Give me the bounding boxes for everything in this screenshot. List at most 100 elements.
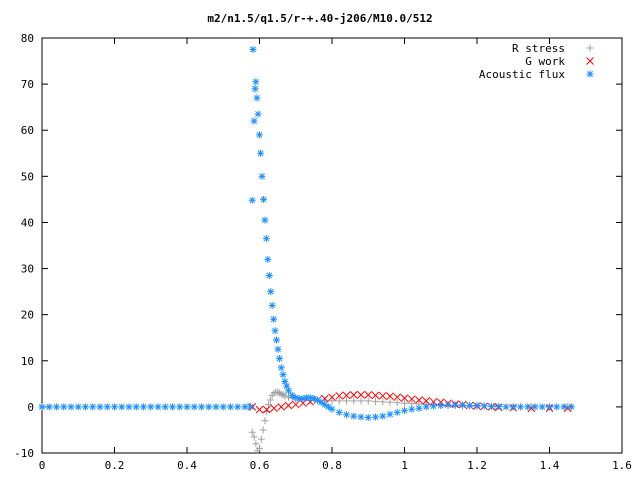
data-point bbox=[437, 402, 445, 410]
data-point bbox=[350, 397, 358, 405]
data-point bbox=[379, 412, 387, 420]
legend-label: G work bbox=[525, 55, 565, 68]
data-point bbox=[161, 403, 169, 411]
legend-label: R stress bbox=[512, 42, 565, 55]
data-point bbox=[274, 388, 282, 396]
data-point bbox=[111, 403, 118, 411]
data-point bbox=[271, 327, 279, 335]
data-point bbox=[45, 403, 53, 411]
data-point bbox=[285, 387, 292, 395]
data-point bbox=[265, 271, 273, 279]
data-point bbox=[386, 392, 394, 401]
data-point bbox=[273, 336, 281, 344]
data-point bbox=[401, 399, 408, 407]
data-point bbox=[306, 394, 314, 402]
data-point bbox=[259, 426, 267, 434]
data-point bbox=[283, 382, 291, 390]
data-point bbox=[254, 110, 262, 118]
data-point bbox=[400, 394, 409, 402]
data-point bbox=[546, 403, 553, 411]
data-point bbox=[517, 403, 524, 411]
data-point bbox=[303, 394, 311, 402]
legend-marker bbox=[586, 44, 594, 52]
data-point bbox=[264, 255, 272, 263]
data-point bbox=[328, 393, 336, 402]
data-point bbox=[567, 403, 575, 411]
data-point bbox=[190, 403, 198, 411]
data-point bbox=[281, 378, 289, 386]
data-point bbox=[257, 149, 265, 157]
data-point bbox=[415, 404, 423, 412]
data-point bbox=[357, 413, 365, 421]
data-point bbox=[372, 397, 379, 405]
data-point bbox=[407, 395, 416, 403]
y-tick-label: 20 bbox=[21, 309, 34, 322]
data-point bbox=[257, 435, 265, 443]
data-point bbox=[408, 405, 416, 413]
data-point bbox=[343, 397, 350, 405]
data-point bbox=[357, 391, 365, 399]
data-point bbox=[277, 390, 285, 398]
legend-label: Acoustic flux bbox=[479, 68, 565, 81]
y-tick-label: -10 bbox=[14, 447, 34, 460]
data-point bbox=[310, 395, 318, 403]
y-tick-label: 30 bbox=[21, 263, 34, 276]
data-point bbox=[267, 288, 275, 296]
data-point bbox=[227, 403, 234, 411]
y-tick-label: 80 bbox=[21, 32, 34, 45]
data-point bbox=[342, 391, 351, 400]
data-point bbox=[118, 403, 126, 411]
data-point bbox=[335, 397, 343, 405]
data-point bbox=[89, 403, 97, 411]
data-point bbox=[268, 301, 276, 309]
data-point bbox=[495, 402, 503, 410]
data-point bbox=[473, 402, 481, 410]
data-point bbox=[241, 403, 249, 411]
data-point bbox=[538, 403, 546, 411]
x-tick-label: 0.6 bbox=[250, 459, 270, 472]
data-point bbox=[279, 371, 287, 379]
data-point bbox=[422, 403, 430, 411]
data-point bbox=[466, 402, 474, 410]
data-point bbox=[275, 389, 283, 397]
data-point bbox=[393, 408, 401, 416]
data-point bbox=[328, 397, 336, 405]
data-point bbox=[154, 403, 162, 411]
data-point bbox=[281, 392, 289, 400]
x-tick-label: 0.2 bbox=[105, 459, 125, 472]
data-point bbox=[275, 354, 283, 362]
data-point bbox=[378, 391, 387, 400]
data-point bbox=[248, 196, 256, 204]
data-point bbox=[422, 397, 431, 405]
data-point bbox=[198, 403, 205, 411]
data-point bbox=[502, 403, 510, 411]
data-point bbox=[415, 396, 423, 404]
data-point bbox=[270, 404, 278, 413]
data-point bbox=[253, 94, 261, 102]
data-point bbox=[531, 403, 539, 411]
data-point bbox=[261, 216, 269, 224]
data-point bbox=[299, 395, 307, 403]
data-point bbox=[53, 403, 60, 411]
axis-ticks bbox=[41, 37, 623, 454]
data-point bbox=[277, 364, 285, 372]
data-point bbox=[212, 403, 220, 411]
data-point bbox=[256, 444, 263, 452]
data-point bbox=[125, 403, 133, 411]
data-point bbox=[349, 391, 358, 399]
data-point bbox=[324, 403, 332, 411]
data-point bbox=[248, 428, 256, 436]
data-point bbox=[335, 391, 344, 400]
y-tick-label: 0 bbox=[27, 401, 34, 414]
data-point bbox=[553, 403, 561, 411]
data-point bbox=[321, 401, 329, 409]
data-point bbox=[393, 393, 402, 402]
data-point bbox=[250, 117, 258, 125]
data-point bbox=[259, 195, 267, 203]
legend-marker bbox=[586, 70, 594, 78]
plot-frame bbox=[41, 37, 623, 454]
data-point bbox=[67, 403, 75, 411]
data-point bbox=[451, 401, 459, 409]
data-point bbox=[205, 403, 213, 411]
